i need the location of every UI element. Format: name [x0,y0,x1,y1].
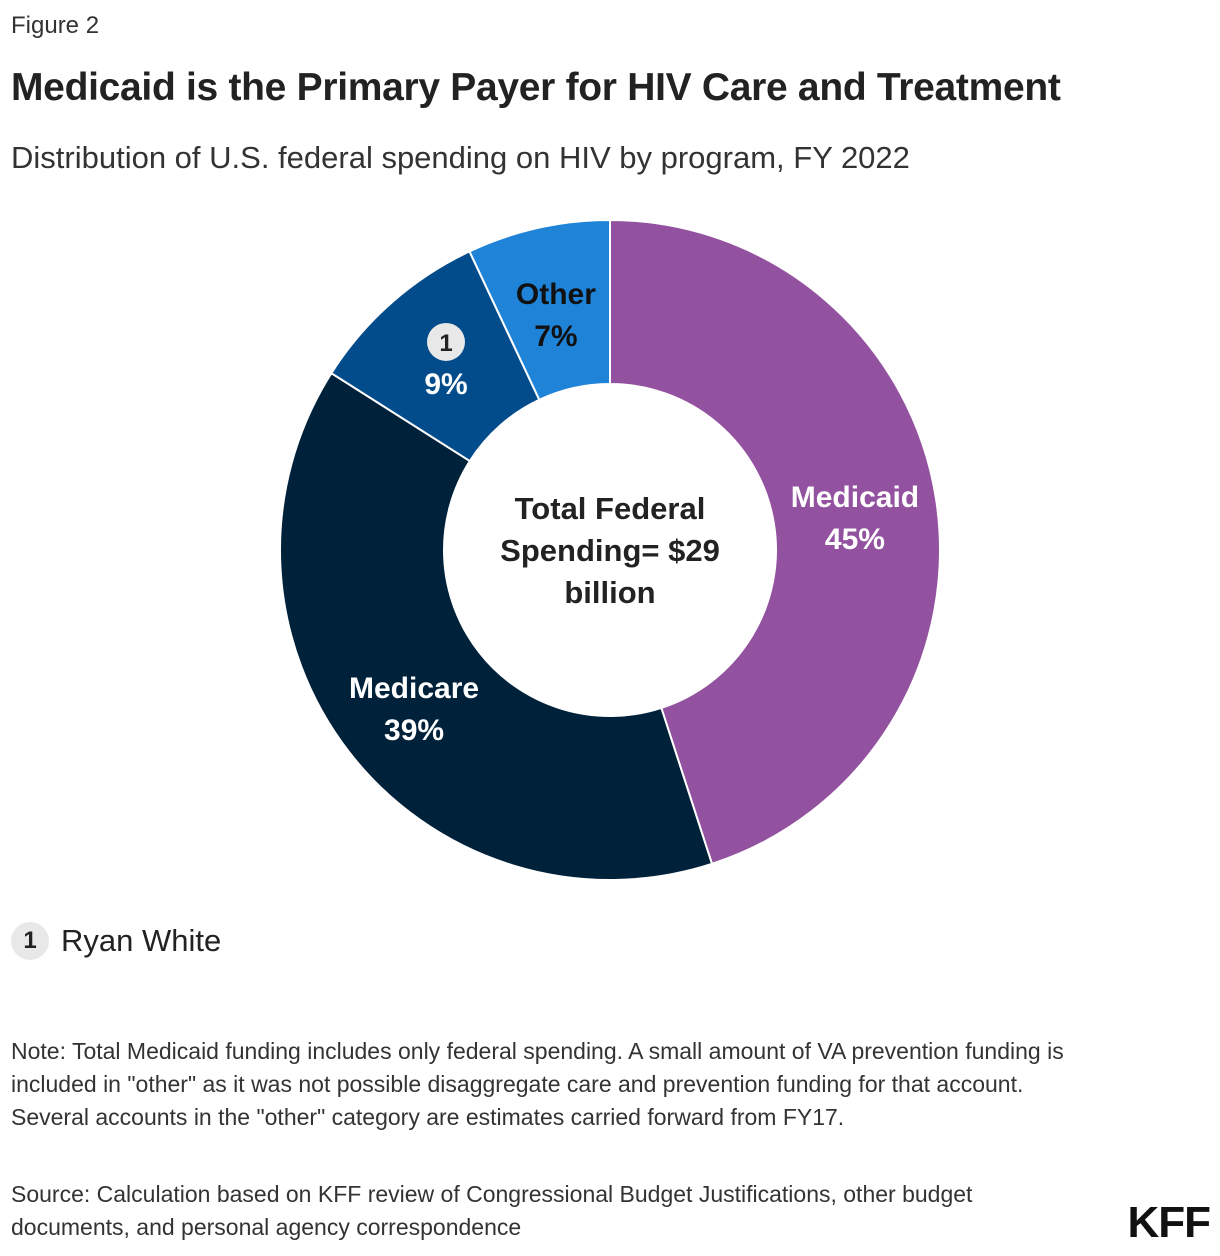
center-label-line-1: Total Federal [515,491,706,526]
slice-label-medicare: Medicare [349,672,479,705]
kff-logo: KFF [1127,1198,1211,1247]
slice-value-medicaid: 45% [825,523,885,556]
chart-source: Source: Calculation based on KFF review … [11,1181,973,1240]
legend: 1 Ryan White [11,922,221,960]
donut-chart: Medicaid 45% Medicare 39% 1 9% Other 7% Total Fe… [279,218,941,881]
slice-badge-ryan-white [426,322,465,361]
slice-label-other: Other [516,278,596,311]
slice-medicaid [609,218,941,866]
chart-title: Medicaid is the Primary Payer for HIV Ca… [11,66,1061,109]
slice-other [468,218,611,402]
center-label-line-2: Spending= $29 [500,533,720,568]
center-label-line-3: billion [564,575,655,610]
figure-label: Figure 2 [11,12,100,39]
slice-label-medicaid: Medicaid [791,481,919,514]
slice-value-other: 7% [534,320,577,353]
slice-medicare [279,371,714,881]
chart-note: Note: Total Medicaid funding includes on… [11,1038,1064,1130]
legend-label-ryan-white: Ryan White [61,923,222,958]
slice-badge-text-ryan-white: 1 [439,330,452,357]
slice-value-ryan-white: 9% [424,368,467,401]
slice-value-medicare: 39% [384,714,444,747]
chart-subtitle: Distribution of U.S. federal spending on… [11,140,910,175]
legend-badge: 1 [11,922,49,960]
